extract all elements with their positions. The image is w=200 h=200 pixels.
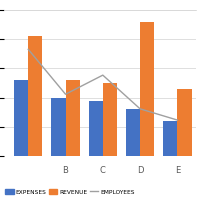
- Bar: [89, 101, 103, 156]
- Bar: [126, 109, 140, 156]
- Bar: [14, 80, 28, 156]
- Bar: [66, 80, 80, 156]
- Legend: EXPENSES, REVENUE, EMPLOYEES: EXPENSES, REVENUE, EMPLOYEES: [3, 187, 137, 197]
- Bar: [177, 89, 192, 156]
- Bar: [140, 22, 154, 156]
- Bar: [103, 83, 117, 156]
- Bar: [28, 36, 42, 156]
- Bar: [51, 98, 66, 156]
- Bar: [163, 121, 177, 156]
